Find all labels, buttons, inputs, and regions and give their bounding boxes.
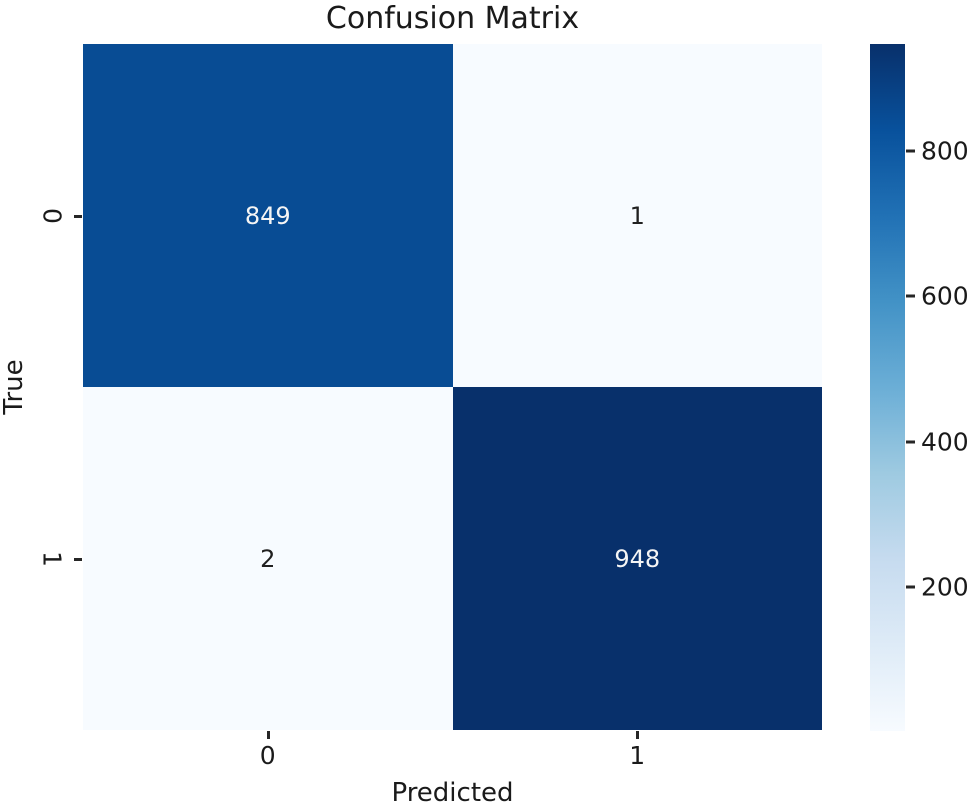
x-tick-mark-0	[266, 731, 270, 739]
y-tick-label-0: 0	[37, 207, 67, 224]
colorbar-tick-label-800: 800	[921, 136, 969, 166]
colorbar-tick-label-200: 200	[921, 572, 969, 602]
colorbar-tick-mark-200	[906, 585, 915, 589]
colorbar-tick-mark-400	[906, 440, 915, 444]
y-tick-mark-0	[74, 214, 82, 218]
x-tick-mark-1	[636, 731, 640, 739]
heatmap-cell-r1c0: 2	[83, 387, 453, 730]
colorbar	[870, 44, 905, 731]
y-tick-mark-1	[74, 557, 82, 561]
colorbar-tick-label-600: 600	[921, 281, 969, 311]
heatmap-cell-r1c1: 948	[452, 387, 822, 730]
chart-title: Confusion Matrix	[325, 1, 580, 36]
colorbar-tick-label-400: 400	[921, 427, 969, 457]
heatmap-cell-r0c0: 849	[83, 44, 453, 387]
x-axis-label: Predicted	[391, 778, 514, 808]
colorbar-tick-mark-800	[906, 149, 915, 153]
y-tick-label-1: 1	[37, 550, 67, 567]
x-tick-label-0: 0	[259, 741, 276, 770]
heatmap-grid: 849 1 2 948	[83, 44, 822, 730]
y-axis-label: True	[0, 359, 29, 415]
colorbar-tick-mark-600	[906, 294, 915, 298]
x-tick-label-1: 1	[629, 741, 646, 770]
heatmap-cell-r0c1: 1	[452, 44, 822, 387]
